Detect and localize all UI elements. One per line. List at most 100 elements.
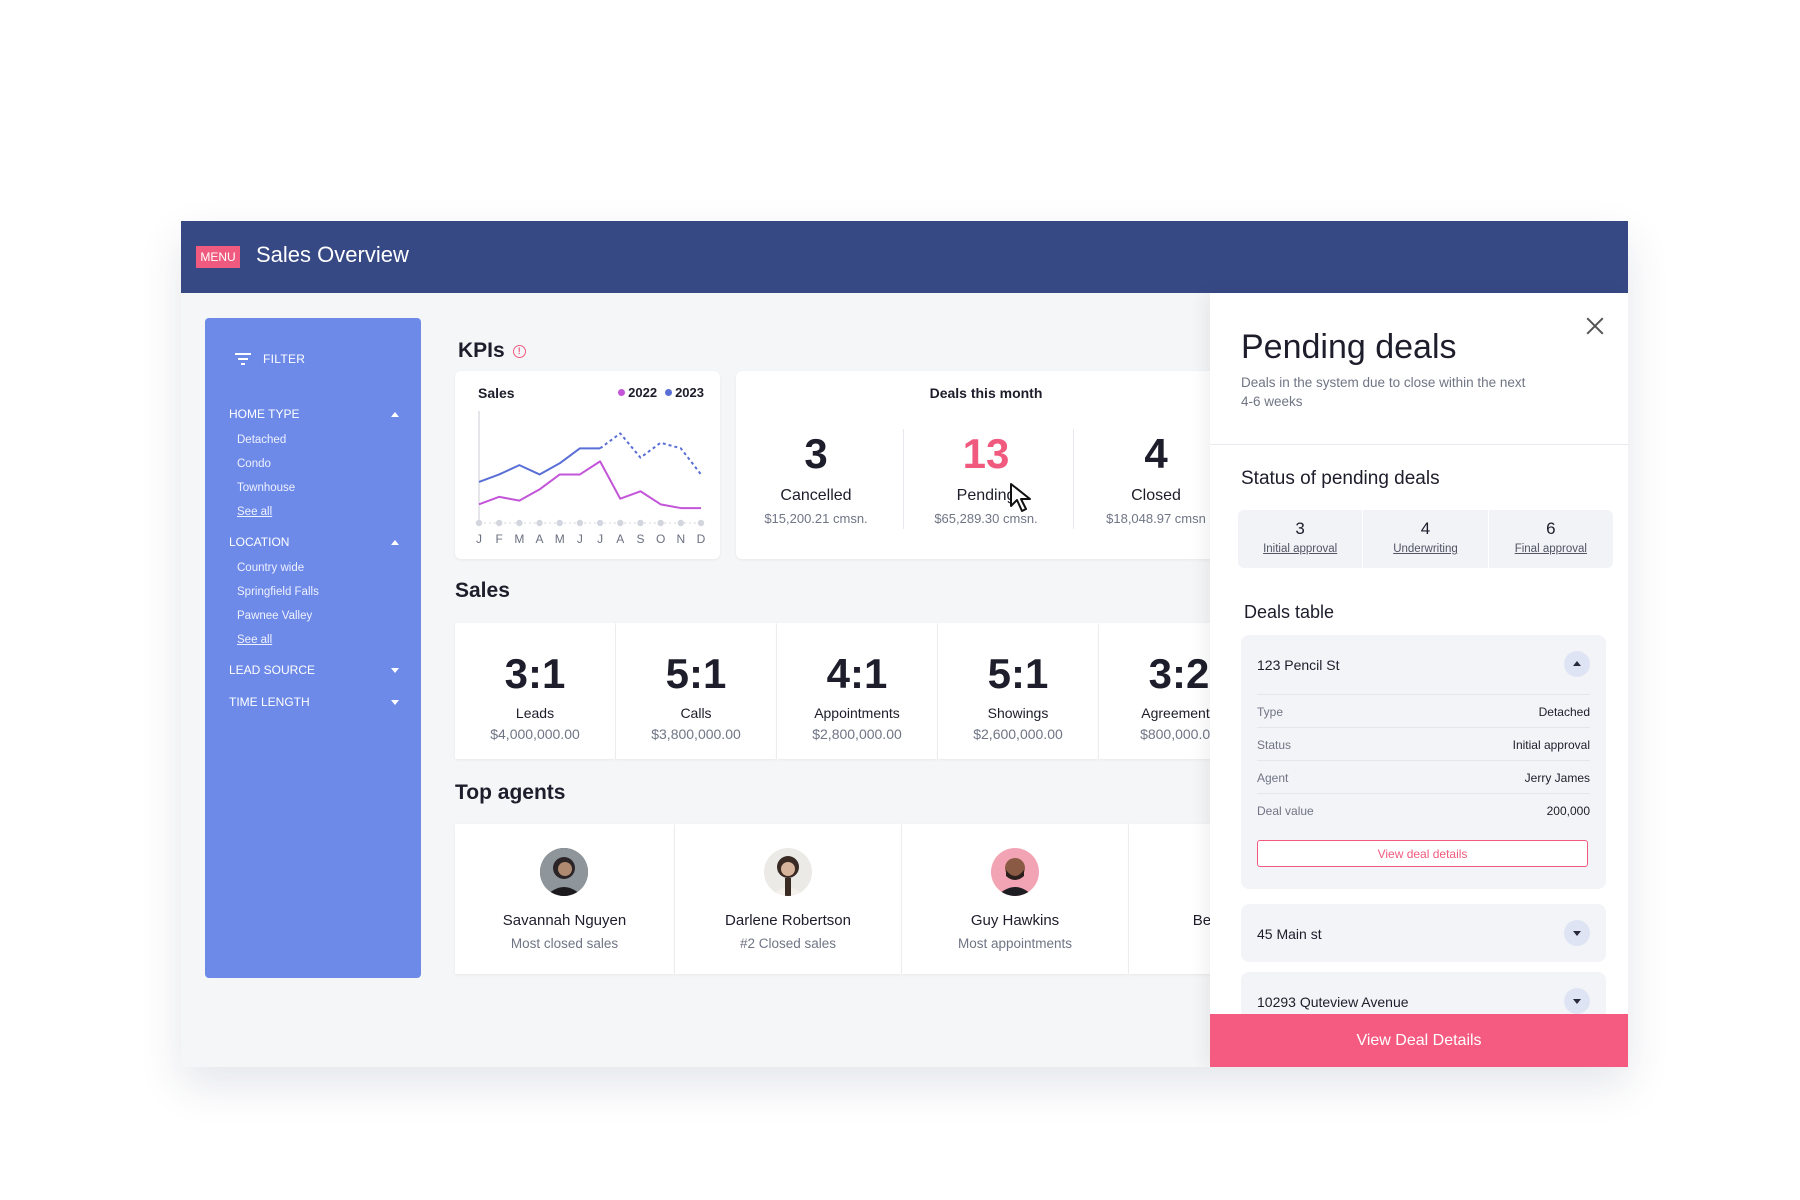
divider bbox=[903, 429, 904, 529]
agent-name: Darlene Robertson bbox=[725, 912, 851, 929]
sales-heading: Sales bbox=[455, 579, 510, 602]
see-all-link[interactable]: See all bbox=[237, 506, 273, 518]
status-summary: 3 Initial approval 4 Underwriting 6 Fina… bbox=[1238, 510, 1613, 568]
status-underwriting[interactable]: 4 Underwriting bbox=[1363, 510, 1489, 568]
filter-section-toggle[interactable]: HOME TYPE bbox=[229, 407, 399, 421]
x-tick-dot bbox=[556, 519, 563, 527]
series-line-2022 bbox=[478, 460, 701, 510]
filter-option-country-wide[interactable]: Country wide bbox=[237, 562, 305, 574]
deal-accordion-collapsed[interactable]: 45 Main st bbox=[1241, 904, 1606, 962]
view-deal-details-button[interactable]: View deal details bbox=[1257, 840, 1588, 867]
panel-title: Pending deals bbox=[1241, 328, 1457, 366]
info-icon[interactable]: ! bbox=[512, 344, 526, 358]
deal-accordion-expanded: 123 Pencil St Type Detached Status Initi… bbox=[1241, 635, 1606, 889]
detail-value: Initial approval bbox=[1512, 738, 1590, 752]
filter-section-title: TIME LENGTH bbox=[229, 695, 310, 709]
detail-key: Deal value bbox=[1257, 804, 1314, 818]
filter-section-title: HOME TYPE bbox=[229, 407, 300, 421]
sales-value: $2,800,000.00 bbox=[812, 726, 902, 742]
sales-card-leads[interactable]: 3:1 Leads $4,000,000.00 bbox=[455, 623, 615, 759]
sales-value: $2,600,000.00 bbox=[973, 726, 1063, 742]
filter-section-toggle[interactable]: LEAD SOURCE bbox=[229, 663, 399, 677]
see-all-link[interactable]: See all bbox=[237, 634, 273, 646]
avatar bbox=[764, 848, 812, 896]
avatar-portrait-icon bbox=[540, 848, 588, 896]
detail-value: Detached bbox=[1538, 705, 1590, 719]
sales-label: Leads bbox=[515, 705, 555, 721]
collapse-button[interactable] bbox=[1564, 651, 1590, 677]
agent-card[interactable]: Savannah Nguyen Most closed sales bbox=[455, 824, 674, 974]
expand-button[interactable] bbox=[1564, 920, 1590, 946]
filter-header[interactable]: FILTER bbox=[235, 352, 305, 366]
deal-address: 10293 Quteview Avenue bbox=[1257, 994, 1409, 1010]
kpis-title: KPIs bbox=[458, 339, 505, 362]
x-tick-label: D bbox=[697, 532, 706, 546]
sales-value: $3,800,000.00 bbox=[651, 726, 741, 742]
status-count: 3 bbox=[1295, 519, 1305, 538]
chevron-down-icon bbox=[391, 667, 399, 673]
close-icon[interactable] bbox=[1586, 317, 1604, 335]
sales-card-calls[interactable]: 5:1 Calls $3,800,000.00 bbox=[616, 623, 776, 759]
deals-table-heading: Deals table bbox=[1244, 602, 1335, 622]
agent-role: Most closed sales bbox=[510, 936, 619, 951]
x-tick-dot bbox=[677, 519, 685, 527]
expand-button[interactable] bbox=[1564, 988, 1590, 1014]
sales-label: Appointments bbox=[814, 705, 900, 721]
deal-stat-cancelled[interactable]: 3 Cancelled $15,200.21 cmsn. bbox=[736, 429, 896, 526]
deal-count: 13 bbox=[962, 430, 1010, 477]
status-final-approval[interactable]: 6 Final approval bbox=[1489, 510, 1613, 568]
detail-key: Type bbox=[1257, 705, 1284, 719]
detail-key: Agent bbox=[1257, 771, 1289, 785]
filter-icon bbox=[235, 353, 251, 365]
filter-option-springfield-falls[interactable]: Springfield Falls bbox=[237, 586, 319, 598]
deal-count: 4 bbox=[1144, 430, 1168, 477]
sales-label: Showings bbox=[987, 705, 1049, 721]
filter-option-townhouse[interactable]: Townhouse bbox=[237, 482, 296, 494]
x-tick-dot bbox=[697, 519, 705, 527]
legend-label: 2023 bbox=[675, 385, 704, 400]
sales-card-appointments[interactable]: 4:1 Appointments $2,800,000.00 bbox=[777, 623, 937, 759]
agent-name: Savannah Nguyen bbox=[502, 912, 627, 929]
series-line-projected-2023 bbox=[599, 432, 702, 476]
avatar bbox=[991, 848, 1039, 896]
filter-section-location: LOCATION Country wide Springfield Falls … bbox=[229, 535, 399, 652]
x-tick-dot bbox=[596, 519, 604, 527]
status-label: Final approval bbox=[1514, 543, 1587, 555]
app-window: MENU Sales Overview FILTER HOME TYPE Det… bbox=[181, 221, 1628, 1067]
agent-card[interactable]: Darlene Robertson #2 Closed sales bbox=[675, 824, 901, 974]
chevron-down-icon bbox=[1573, 931, 1581, 936]
deal-stat-closed[interactable]: 4 Closed $18,048.97 cmsn bbox=[1076, 429, 1236, 526]
view-deal-details-cta[interactable]: View Deal Details bbox=[1210, 1014, 1628, 1067]
detail-key: Status bbox=[1257, 738, 1292, 752]
sales-ratio: 5:1 bbox=[665, 650, 727, 697]
series-line-2023 bbox=[478, 447, 601, 483]
filter-option-detached[interactable]: Detached bbox=[237, 434, 287, 446]
detail-value: 200,000 bbox=[1546, 804, 1590, 818]
page-title: Sales Overview bbox=[256, 242, 409, 267]
deal-commission: $18,048.97 cmsn bbox=[1106, 511, 1206, 526]
panel-subtitle: Deals in the system due to close within … bbox=[1241, 375, 1526, 409]
deal-label: Closed bbox=[1131, 487, 1181, 504]
pending-deals-panel: Pending deals Deals in the system due to… bbox=[1210, 293, 1628, 1067]
filter-option-condo[interactable]: Condo bbox=[237, 458, 271, 470]
filter-option-pawnee-valley[interactable]: Pawnee Valley bbox=[237, 610, 313, 622]
top-agents-heading: Top agents bbox=[455, 781, 566, 804]
chevron-down-icon bbox=[391, 699, 399, 705]
filter-section-toggle[interactable]: TIME LENGTH bbox=[229, 695, 399, 709]
legend-item-2022: 2022 bbox=[618, 385, 657, 400]
filter-section-toggle[interactable]: LOCATION bbox=[229, 535, 399, 549]
deals-this-month-card: Deals this month 3 Cancelled $15,200.21 … bbox=[736, 371, 1256, 559]
chevron-down-icon bbox=[1573, 999, 1581, 1004]
x-tick-label: M bbox=[555, 532, 565, 546]
status-initial-approval[interactable]: 3 Initial approval bbox=[1238, 510, 1364, 568]
chevron-up-icon bbox=[391, 539, 399, 545]
agent-card[interactable]: Guy Hawkins Most appointments bbox=[902, 824, 1128, 974]
deal-address[interactable]: 123 Pencil St bbox=[1257, 657, 1340, 673]
deal-stat-pending[interactable]: 13 Pending $65,289.30 cmsn. bbox=[906, 429, 1066, 526]
x-tick-dot bbox=[516, 519, 523, 527]
menu-button[interactable]: MENU bbox=[196, 246, 240, 268]
x-tick-dot bbox=[637, 519, 644, 527]
sales-card-showings[interactable]: 5:1 Showings $2,600,000.00 bbox=[938, 623, 1098, 759]
